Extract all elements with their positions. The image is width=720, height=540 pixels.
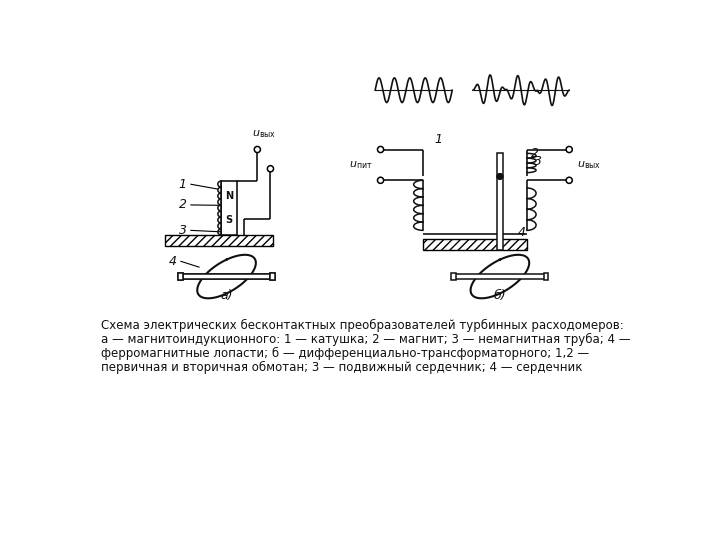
Bar <box>423 239 527 249</box>
Text: 3: 3 <box>534 155 542 168</box>
Text: ферромагнитные лопасти; б — дифференциально-трансформаторного; 1,2 —: ферромагнитные лопасти; б — дифференциал… <box>101 347 589 360</box>
Bar <box>497 153 503 249</box>
Text: 4: 4 <box>518 226 526 239</box>
Bar <box>271 273 275 280</box>
Bar <box>182 274 271 279</box>
Bar <box>178 273 183 280</box>
Text: б): б) <box>494 289 506 302</box>
Text: S: S <box>225 215 233 225</box>
Bar <box>451 273 456 280</box>
Circle shape <box>377 177 384 184</box>
Text: а): а) <box>220 289 233 302</box>
Text: а — магнитоиндукционного: 1 — катушка; 2 — магнит; 3 — немагнитная труба; 4 —: а — магнитоиндукционного: 1 — катушка; 2… <box>101 333 631 346</box>
Circle shape <box>267 166 274 172</box>
Text: 3: 3 <box>179 224 186 237</box>
Text: 2: 2 <box>531 147 539 160</box>
Bar <box>221 181 237 235</box>
Text: $u_{\rm вых}$: $u_{\rm вых}$ <box>252 129 276 140</box>
Text: 1: 1 <box>434 133 442 146</box>
Text: первичная и вторичная обмотан; 3 — подвижный сердечник; 4 — сердечник: первичная и вторичная обмотан; 3 — подви… <box>101 361 582 374</box>
Text: 2: 2 <box>179 198 186 212</box>
Bar <box>271 273 275 280</box>
Circle shape <box>254 146 261 153</box>
Bar <box>165 235 273 246</box>
Text: 4: 4 <box>168 255 176 268</box>
Text: N: N <box>225 191 233 201</box>
Text: Схема электрических бесконтактных преобразователей турбинных расходомеров:: Схема электрических бесконтактных преобр… <box>101 319 624 332</box>
Circle shape <box>498 174 503 179</box>
Text: 1: 1 <box>179 178 186 191</box>
Bar <box>178 273 183 280</box>
Circle shape <box>566 146 572 153</box>
Circle shape <box>498 174 503 179</box>
Bar <box>455 274 544 279</box>
Bar <box>544 273 549 280</box>
Circle shape <box>377 146 384 153</box>
Text: $u_{\rm вых}$: $u_{\rm вых}$ <box>577 159 601 171</box>
Text: $u_{\rm пит}$: $u_{\rm пит}$ <box>349 159 373 171</box>
Bar <box>182 274 271 279</box>
Circle shape <box>566 177 572 184</box>
